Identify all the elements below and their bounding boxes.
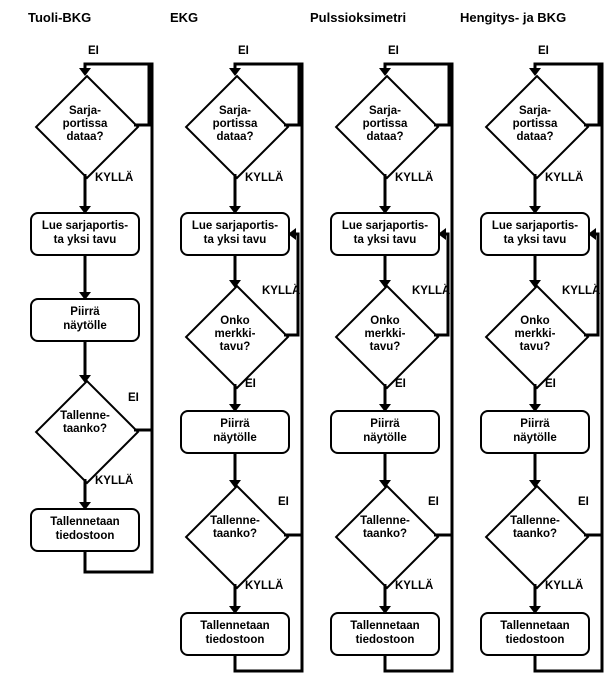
edge-label: KYLLÄ <box>395 172 433 184</box>
process-rect: Lue sarjaportis-ta yksi tavu <box>480 212 590 256</box>
decision-diamond <box>185 285 290 390</box>
edge-label: KYLLÄ <box>262 285 300 297</box>
column-title: Pulssioksimetri <box>310 10 460 25</box>
edge-label: EI <box>128 392 139 404</box>
edge-label: KYLLÄ <box>95 172 133 184</box>
decision-diamond <box>335 485 440 590</box>
decision-diamond <box>35 380 140 485</box>
edge-label: KYLLÄ <box>545 172 583 184</box>
process-rect: Piirränäytölle <box>30 298 140 342</box>
edge-label: EI <box>538 45 549 57</box>
edge-label: EI <box>578 496 589 508</box>
process-rect: Tallennetaantiedostoon <box>480 612 590 656</box>
process-rect: Piirränäytölle <box>330 410 440 454</box>
edge-label: EI <box>388 45 399 57</box>
edge-label: KYLLÄ <box>562 285 600 297</box>
edge-label: KYLLÄ <box>545 580 583 592</box>
edge-label: EI <box>428 496 439 508</box>
decision-diamond <box>185 485 290 590</box>
decision-diamond <box>485 285 590 390</box>
decision-diamond <box>185 75 290 180</box>
process-rect: Lue sarjaportis-ta yksi tavu <box>30 212 140 256</box>
edge-label: KYLLÄ <box>245 580 283 592</box>
edge-label: KYLLÄ <box>412 285 450 297</box>
process-rect: Piirränäytölle <box>480 410 590 454</box>
edge-label: KYLLÄ <box>95 475 133 487</box>
process-rect: Lue sarjaportis-ta yksi tavu <box>330 212 440 256</box>
edge-label: EI <box>245 378 256 390</box>
decision-diamond <box>335 75 440 180</box>
edge-label: EI <box>238 45 249 57</box>
edge-label: EI <box>395 378 406 390</box>
edge-label: EI <box>88 45 99 57</box>
column-title: Hengitys- ja BKG <box>460 10 610 25</box>
decision-diamond <box>485 75 590 180</box>
edge-label: EI <box>278 496 289 508</box>
edge-label: EI <box>545 378 556 390</box>
process-rect: Lue sarjaportis-ta yksi tavu <box>180 212 290 256</box>
process-rect: Tallennetaantiedostoon <box>330 612 440 656</box>
decision-diamond <box>485 485 590 590</box>
process-rect: Piirränäytölle <box>180 410 290 454</box>
edge-label: KYLLÄ <box>245 172 283 184</box>
column-title: Tuoli-BKG <box>28 10 178 25</box>
column-title: EKG <box>170 10 320 25</box>
process-rect: Tallennetaantiedostoon <box>30 508 140 552</box>
process-rect: Tallennetaantiedostoon <box>180 612 290 656</box>
decision-diamond <box>335 285 440 390</box>
decision-diamond <box>35 75 140 180</box>
edge-label: KYLLÄ <box>395 580 433 592</box>
